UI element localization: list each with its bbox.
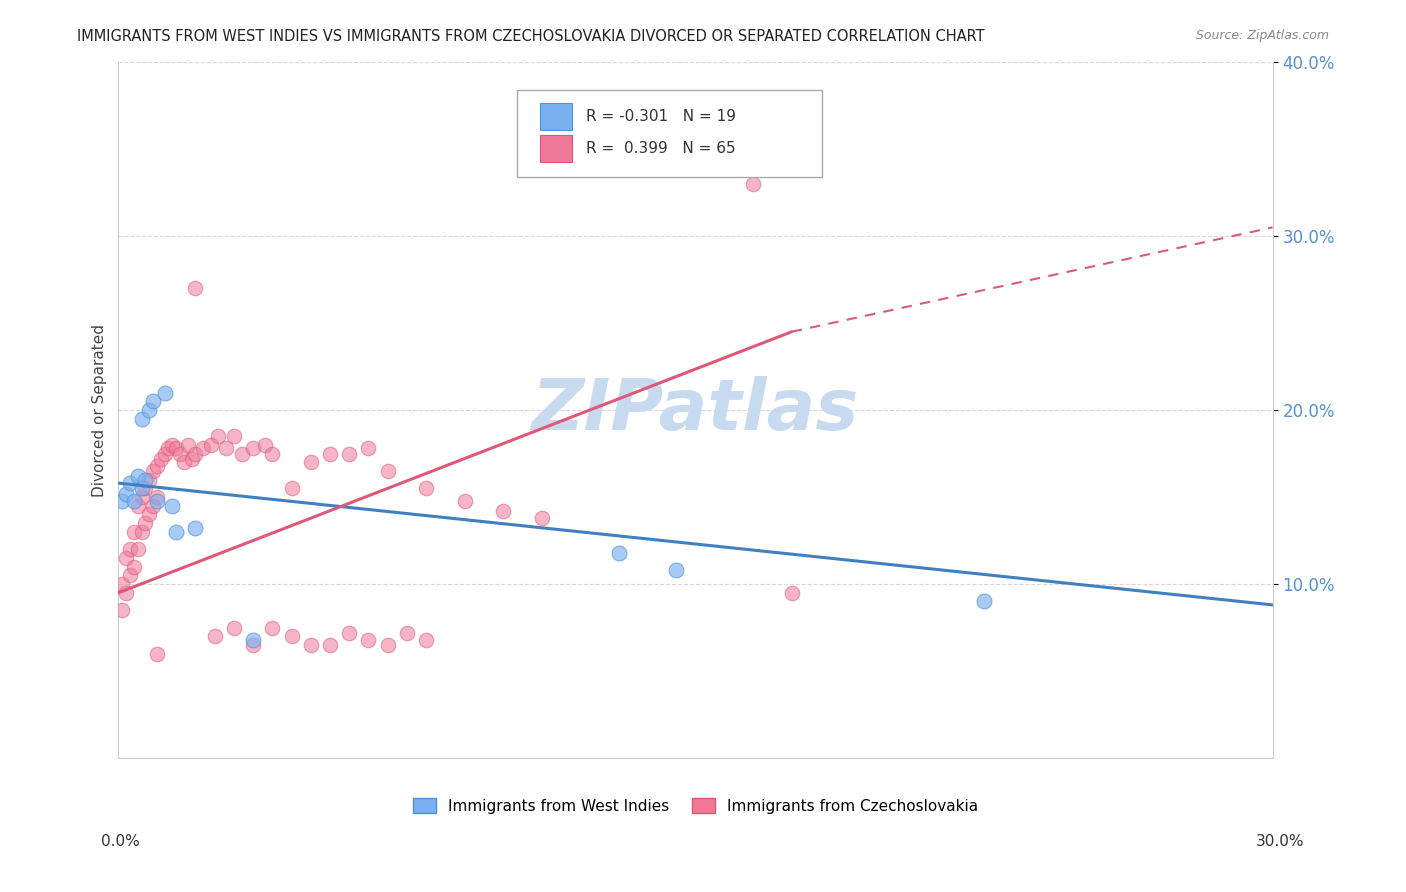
- Point: [153, 446, 176, 460]
- Text: 30.0%: 30.0%: [1257, 834, 1305, 848]
- Point: [191, 442, 214, 456]
- Point: [530, 511, 553, 525]
- Point: [131, 524, 153, 539]
- Point: [242, 638, 264, 652]
- Point: [115, 585, 138, 599]
- Point: [180, 451, 202, 466]
- FancyBboxPatch shape: [516, 90, 823, 177]
- Point: [118, 542, 141, 557]
- Point: [122, 559, 145, 574]
- Point: [607, 546, 630, 560]
- Text: R = -0.301   N = 19: R = -0.301 N = 19: [586, 109, 735, 124]
- Point: [319, 446, 342, 460]
- Point: [299, 638, 322, 652]
- Point: [299, 455, 322, 469]
- Point: [207, 429, 229, 443]
- Point: [111, 577, 134, 591]
- Point: [131, 411, 153, 425]
- Point: [184, 281, 207, 295]
- Point: [184, 521, 207, 535]
- Point: [115, 486, 138, 500]
- Point: [142, 499, 165, 513]
- Point: [242, 442, 264, 456]
- Point: [453, 493, 475, 508]
- Point: [665, 563, 688, 577]
- Point: [118, 568, 141, 582]
- Point: [146, 458, 169, 473]
- Point: [138, 473, 160, 487]
- Point: [280, 629, 302, 643]
- Point: [134, 516, 156, 530]
- Point: [149, 451, 172, 466]
- Point: [262, 446, 284, 460]
- Point: [115, 550, 138, 565]
- Point: [127, 542, 149, 557]
- Text: Source: ZipAtlas.com: Source: ZipAtlas.com: [1195, 29, 1329, 42]
- Text: ZIPatlas: ZIPatlas: [531, 376, 859, 444]
- Point: [973, 594, 995, 608]
- Point: [134, 481, 156, 495]
- Point: [142, 394, 165, 409]
- Point: [111, 493, 134, 508]
- Text: 0.0%: 0.0%: [101, 834, 141, 848]
- Point: [395, 625, 418, 640]
- Point: [146, 490, 169, 504]
- Point: [122, 493, 145, 508]
- Point: [337, 446, 360, 460]
- Point: [204, 629, 226, 643]
- Point: [262, 620, 284, 634]
- Point: [162, 438, 184, 452]
- Point: [134, 473, 156, 487]
- Point: [377, 638, 399, 652]
- Point: [127, 499, 149, 513]
- Text: IMMIGRANTS FROM WEST INDIES VS IMMIGRANTS FROM CZECHOSLOVAKIA DIVORCED OR SEPARA: IMMIGRANTS FROM WEST INDIES VS IMMIGRANT…: [77, 29, 986, 44]
- Point: [415, 481, 437, 495]
- Point: [138, 508, 160, 522]
- Point: [131, 490, 153, 504]
- Point: [127, 469, 149, 483]
- Point: [142, 464, 165, 478]
- Point: [165, 442, 187, 456]
- Point: [184, 446, 207, 460]
- Point: [122, 524, 145, 539]
- Point: [337, 625, 360, 640]
- Point: [222, 429, 245, 443]
- Point: [377, 464, 399, 478]
- Bar: [540, 103, 572, 129]
- Point: [173, 455, 195, 469]
- Y-axis label: Divorced or Separated: Divorced or Separated: [93, 324, 107, 497]
- Point: [253, 438, 276, 452]
- Point: [242, 632, 264, 647]
- Point: [215, 442, 238, 456]
- Point: [111, 603, 134, 617]
- Point: [222, 620, 245, 634]
- Text: R =  0.399   N = 65: R = 0.399 N = 65: [586, 141, 735, 156]
- Point: [153, 385, 176, 400]
- Bar: [540, 136, 572, 161]
- Point: [200, 438, 222, 452]
- Point: [231, 446, 253, 460]
- Point: [319, 638, 342, 652]
- Point: [742, 177, 765, 191]
- Point: [492, 504, 515, 518]
- Point: [118, 476, 141, 491]
- Point: [176, 438, 198, 452]
- Point: [357, 442, 380, 456]
- Point: [357, 632, 380, 647]
- Point: [162, 499, 184, 513]
- Legend: Immigrants from West Indies, Immigrants from Czechoslovakia: Immigrants from West Indies, Immigrants …: [406, 792, 984, 820]
- Point: [415, 632, 437, 647]
- Point: [169, 446, 191, 460]
- Point: [146, 493, 169, 508]
- Point: [780, 585, 803, 599]
- Point: [131, 481, 153, 495]
- Point: [280, 481, 302, 495]
- Point: [157, 442, 180, 456]
- Point: [146, 647, 169, 661]
- Point: [138, 403, 160, 417]
- Point: [165, 524, 187, 539]
